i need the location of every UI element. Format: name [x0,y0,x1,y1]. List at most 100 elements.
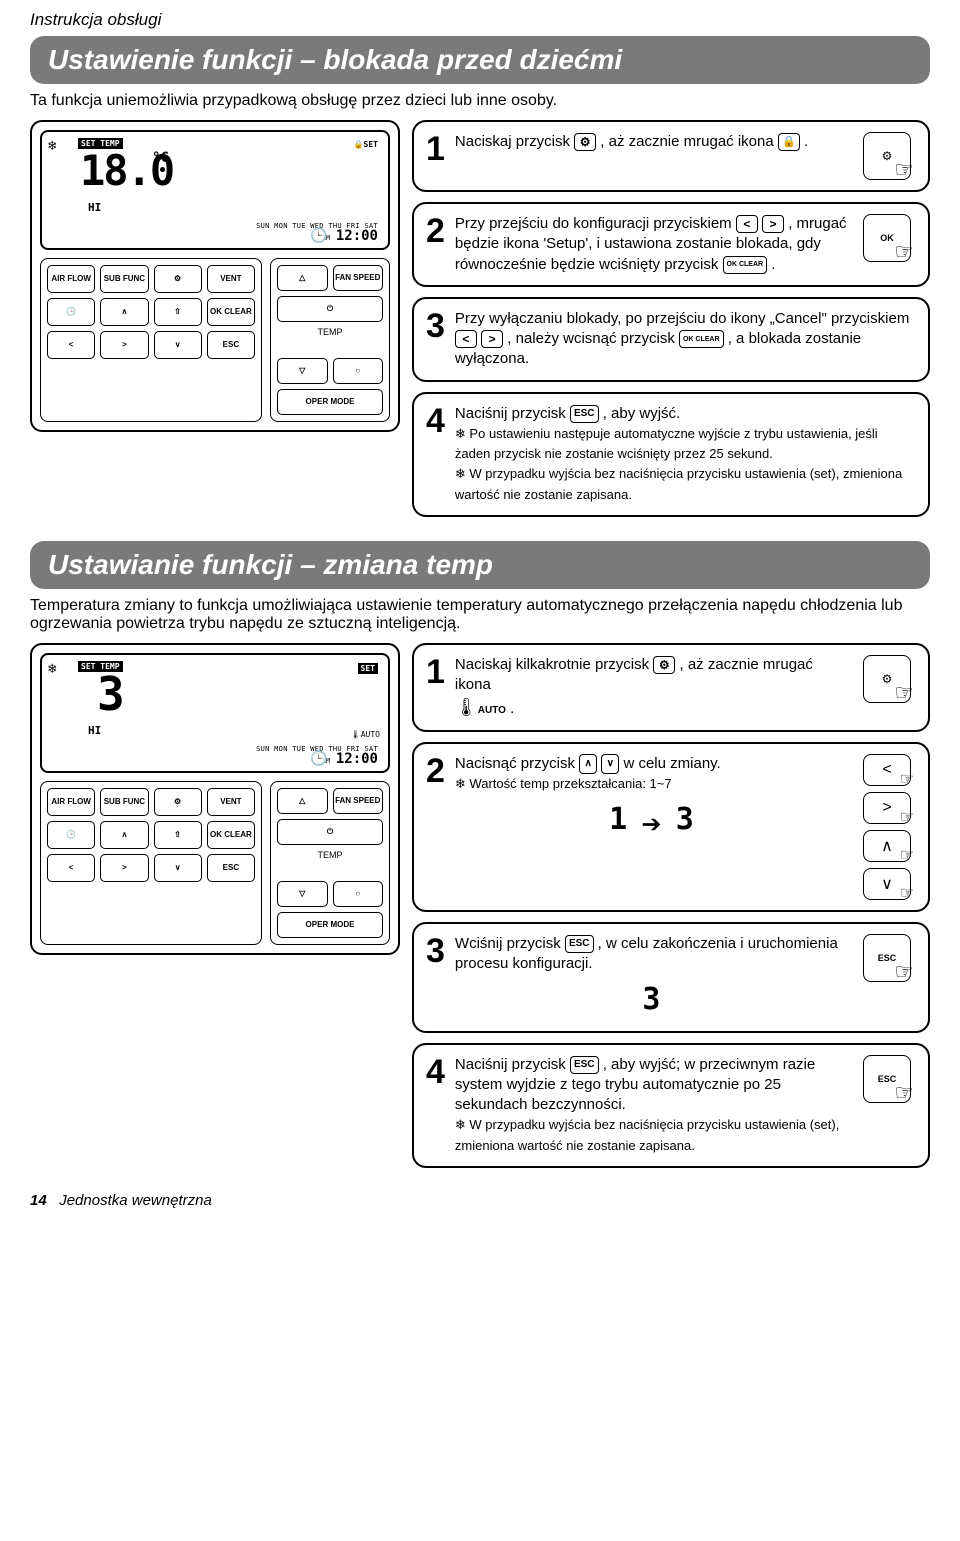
step4-note2: ❄ W przypadku wyjścia bez naciśnięcia pr… [455,466,902,501]
up-button[interactable]: ∧ [100,298,148,326]
left-button[interactable]: < [47,854,95,882]
fan-speed-button[interactable]: FAN SPEED [333,265,384,291]
press-esc-illustration: ESC ☞ [863,1055,911,1103]
set-lock-button[interactable]: ⇧ [154,821,202,849]
lcd-set-badge: 🔒SET [354,140,378,149]
esc-button[interactable]: ESC [207,854,255,882]
step-number: 3 [426,934,445,968]
ok-clear-icon: OK [880,233,894,243]
step-text: Naciskaj kilkakrotnie przycisk , aż zacz… [455,655,848,720]
clock-button[interactable]: 🕒 [47,298,95,326]
clock-button[interactable]: 🕒 [47,821,95,849]
sub-func-button[interactable]: SUB FUNC [100,788,148,816]
tri-up-button[interactable]: △ [277,788,328,814]
up-button[interactable]: ∧ [100,821,148,849]
value-to: 3 [676,800,694,841]
step-number: 3 [426,309,445,343]
press-down-illustration: ∨☞ [863,868,911,900]
vent-button[interactable]: VENT [207,788,255,816]
step-text: Przy przejściu do konfiguracji przyciski… [455,214,848,275]
step-side-icon: ESC ☞ [858,1055,916,1103]
remote-panel-2: SET TEMP 3 SET HI 🌡AUTO SUN MON TUE WED … [30,643,400,955]
tri-up-button[interactable]: △ [277,265,328,291]
hand-icon: ☞ [900,807,914,827]
gear-button[interactable]: ⚙ [154,265,202,293]
button-grid-left-2: AIR FLOW SUB FUNC ⚙ VENT 🕒 ∧ ⇧ OK CLEAR … [40,781,262,945]
esc-key-icon: ESC [570,405,599,423]
down-button[interactable]: ∨ [154,854,202,882]
press-left-illustration: <☞ [863,754,911,786]
lcd-set-badge: SET [358,663,378,674]
oper-mode-button[interactable]: OPER MODE [277,912,383,938]
hand-icon: ☞ [900,845,914,865]
hand-icon: ☞ [894,157,914,183]
step-side-icons: <☞ >☞ ∧☞ ∨☞ [858,754,916,900]
step-side-icon: ☞ [858,655,916,703]
step-text: Nacisnąć przycisk ∧ ∨ w celu zmiany. ❄ W… [455,754,848,842]
gear-key-icon [574,133,596,151]
value-result: 3 [642,980,660,1021]
press-up-illustration: ∧☞ [863,830,911,862]
hand-icon: ☞ [900,769,914,789]
set-lock-button[interactable]: ⇧ [154,298,202,326]
oper-mode-button[interactable]: OPER MODE [277,389,383,415]
lcd-display-1: SET TEMP 18.0 °C 🔒SET HI SUN MON TUE WED… [40,130,390,250]
page-footer: 14 Jednostka wewnętrzna [30,1192,930,1209]
down-button[interactable]: ∨ [154,331,202,359]
step-side-icon: ESC ☞ [858,934,916,982]
hand-icon: ☞ [894,959,914,985]
remote-panel-col-1: SET TEMP 18.0 °C 🔒SET HI SUN MON TUE WED… [30,120,400,432]
section2-desc: Temperatura zmiany to funkcja umożliwiaj… [30,597,930,633]
ok-clear-key-icon: OK CLEAR [723,256,768,274]
section2-steps: 1 Naciskaj kilkakrotnie przycisk , aż za… [412,643,930,1178]
press-esc-illustration: ESC ☞ [863,934,911,982]
ok-clear-button[interactable]: OK CLEAR [207,821,255,849]
s1-step3: 3 Przy wyłączaniu blokady, po przejściu … [412,297,930,382]
gear-button[interactable]: ⚙ [154,788,202,816]
s2-step3: 3 Wciśnij przycisk ESC , w celu zakończe… [412,922,930,1033]
lcd-deg-c: °C [152,150,169,166]
right-button[interactable]: > [100,854,148,882]
step-side-icon: OK ☞ [858,214,916,262]
arrow-right-icon: ➔ [641,811,661,838]
press-ok-illustration: OK ☞ [863,214,911,262]
press-gear-illustration: ☞ [863,132,911,180]
tri-down-button[interactable]: ▽ [277,358,328,384]
value-transition: 1 ➔ 3 [455,800,848,841]
esc-key-icon: ESC [570,1056,599,1074]
air-flow-button[interactable]: AIR FLOW [47,788,95,816]
ok-clear-button[interactable]: OK CLEAR [207,298,255,326]
section2-title: Ustawianie funkcji – zmiana temp [30,541,930,589]
gear-key-icon [653,656,675,674]
power-button[interactable]: ⏻ [277,296,383,322]
left-key-icon: < [455,330,477,348]
sub-func-button[interactable]: SUB FUNC [100,265,148,293]
lcd-clock: 🕒 12:00 [310,751,378,767]
left-button[interactable]: < [47,331,95,359]
remote-top-1: SET TEMP 18.0 °C 🔒SET HI SUN MON TUE WED… [40,130,390,250]
step-text: Naciskaj przycisk , aż zacznie mrugać ik… [455,132,848,152]
fan-speed-button[interactable]: FAN SPEED [333,788,384,814]
step4-note1: ❄ Po ustawieniu następuje automatyczne w… [455,426,878,461]
gear-icon [882,670,893,688]
value-display: 3 [455,980,848,1021]
s2-step1: 1 Naciskaj kilkakrotnie przycisk , aż za… [412,643,930,732]
power-button[interactable]: ⏻ [277,819,383,845]
lock-key-icon [778,133,800,151]
right-button[interactable]: > [100,331,148,359]
remote-bottom-1: AIR FLOW SUB FUNC ⚙ VENT 🕒 ∧ ⇧ OK CLEAR … [40,258,390,422]
air-flow-button[interactable]: AIR FLOW [47,265,95,293]
circle-button[interactable]: ○ [333,358,384,384]
tri-down-button[interactable]: ▽ [277,881,328,907]
s1-step2: 2 Przy przejściu do konfiguracji przycis… [412,202,930,287]
circle-button[interactable]: ○ [333,881,384,907]
esc-button[interactable]: ESC [207,331,255,359]
section1-title: Ustawienie funkcji – blokada przed dzieć… [30,36,930,84]
remote-panel-1: SET TEMP 18.0 °C 🔒SET HI SUN MON TUE WED… [30,120,400,432]
up-key-icon: ∧ [579,754,597,774]
s1-step4: 4 Naciśnij przycisk ESC , aby wyjść. ❄ P… [412,392,930,517]
vent-button[interactable]: VENT [207,265,255,293]
lcd-clock: 🕒 12:00 [310,228,378,244]
press-right-illustration: >☞ [863,792,911,824]
section1-desc: Ta funkcja uniemożliwia przypadkową obsł… [30,92,930,110]
